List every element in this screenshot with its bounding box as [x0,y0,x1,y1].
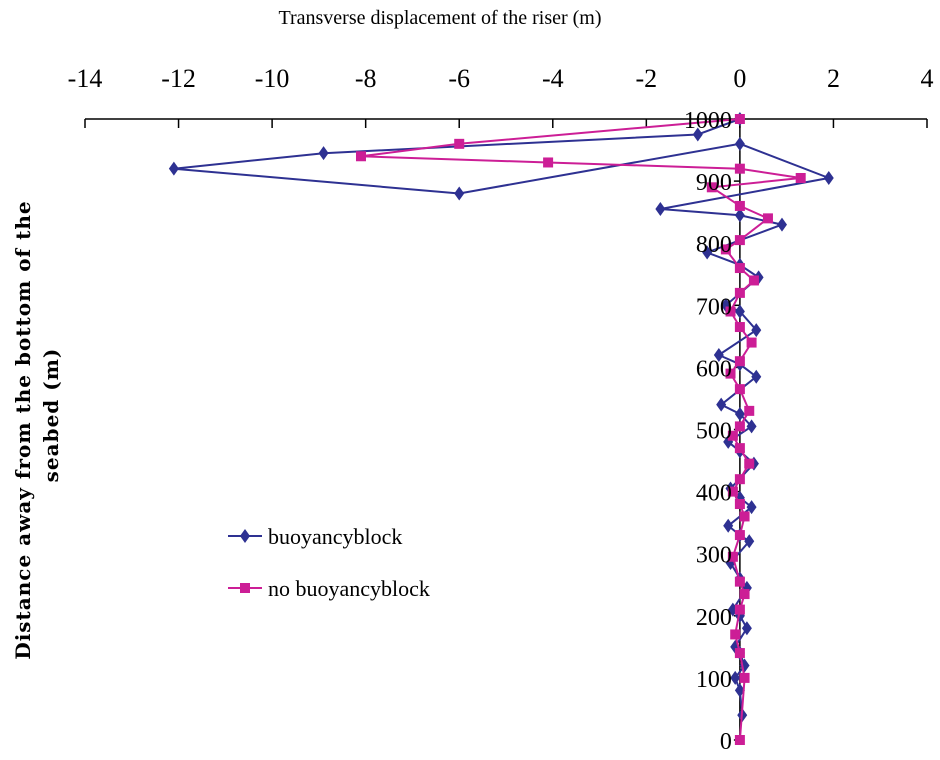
x-tick-label-9: 4 [921,64,934,93]
x-tick-label-1: -12 [161,64,196,93]
legend-label-1: no buoyancyblock [268,576,430,601]
legend-label-0: buoyancyblock [268,524,402,549]
x-tick-labels: -14 -12 -10 -8 -6 -4 -2 0 2 4 [68,64,934,93]
y-axis-title-line2: seabed (m) [39,348,63,483]
series-1-point-6 [706,182,717,193]
series-1-point-32 [739,589,750,600]
x-tick-label-4: -6 [448,64,470,93]
series-1-point-35 [734,648,745,659]
legend-marker-1 [240,583,250,593]
y-tick-label-7: 700 [696,294,732,320]
series-0-point-1 [692,127,703,142]
series-1-point-24 [744,458,755,469]
series-layer [168,112,834,745]
series-1-point-5 [795,172,806,183]
series-0-point-9 [776,217,787,232]
series-1-point-0 [734,114,745,124]
series-1-point-36 [739,672,750,683]
y-tick-label-6: 600 [696,356,732,382]
series-0-point-40 [730,670,741,685]
series-1-point-37 [734,735,745,745]
series-0-point-20 [734,406,745,421]
y-tick-label-8: 800 [696,232,732,258]
series-1-point-34 [730,629,741,640]
series-1-point-9 [734,235,745,246]
series-1-point-14 [725,306,736,317]
series-1-point-33 [734,604,745,615]
series-1-point-13 [734,287,745,298]
series-0-point-7 [655,202,666,217]
series-0-point-15 [751,323,762,338]
y-tick-labels: 0 100 200 300 400 500 600 700 800 900 1000 [684,108,732,755]
x-tick-label-7: 0 [733,64,746,93]
x-ticks [84,119,928,128]
series-1-point-27 [734,499,745,510]
series-0-point-2 [318,146,329,161]
y-axis-title-line1: Distance away from the bottom of the [11,200,35,659]
y-tick-label-1: 100 [696,667,732,693]
series-1-point-17 [734,356,745,367]
series-1-point-3 [543,157,554,168]
x-tick-label-0: -14 [68,64,103,93]
series-0-point-14 [734,304,745,319]
series-1-point-19 [734,384,745,395]
series-0-point-19 [716,397,727,412]
series-0-point-16 [713,347,724,362]
y-tick-label-10: 1000 [684,108,732,134]
series-1-point-11 [734,263,745,274]
series-0-point-10 [702,245,713,260]
series-1-point-12 [748,275,759,286]
series-0-point-5 [734,136,745,151]
series-1-point-20 [744,405,755,416]
series-0-point-8 [734,208,745,223]
y-tick-label-4: 400 [696,481,732,507]
series-1-point-10 [720,244,731,255]
series-0-point-41 [734,683,745,698]
y-tick-label-3: 300 [696,543,732,569]
series-0-point-4 [454,186,465,201]
series-1 [355,114,806,745]
series-0-point-36 [741,621,752,636]
series-1-point-29 [734,530,745,541]
legend-marker-0 [240,529,250,543]
x-tick-label-8: 2 [827,64,840,93]
y-tick-label-2: 200 [696,605,732,631]
series-1-point-8 [762,213,773,224]
series-1-point-25 [734,474,745,485]
series-1-point-23 [734,443,745,454]
series-1-point-2 [355,151,366,162]
series-1-point-1 [454,138,465,149]
series-0-point-30 [744,534,755,549]
series-1-point-16 [746,337,757,348]
series-1-point-28 [739,511,750,522]
y-tick-label-9: 900 [696,170,732,196]
series-1-point-4 [734,163,745,174]
series-0-point-18 [751,369,762,384]
series-1-point-31 [734,576,745,587]
series-0-point-21 [746,419,757,434]
x-axis-title: Transverse displacement of the riser (m) [278,7,601,29]
x-tick-label-2: -10 [255,64,290,93]
series-1-point-15 [734,322,745,333]
x-tick-label-6: -2 [635,64,657,93]
series-0-point-6 [823,170,834,185]
y-tick-label-0: 0 [720,729,732,755]
series-1-point-18 [725,368,736,379]
series-1-point-21 [734,421,745,432]
series-0-point-3 [168,161,179,176]
series-0-point-28 [723,518,734,533]
x-tick-label-3: -8 [355,64,377,93]
series-1-point-7 [734,200,745,211]
series-0-point-27 [746,500,757,515]
x-tick-label-5: -4 [542,64,564,93]
y-tick-label-5: 500 [696,419,732,445]
series-1-point-22 [727,430,738,441]
legend: buoyancyblock no buoyancyblock [228,524,430,601]
series-1-point-26 [727,486,738,497]
series-1-point-30 [727,551,738,562]
